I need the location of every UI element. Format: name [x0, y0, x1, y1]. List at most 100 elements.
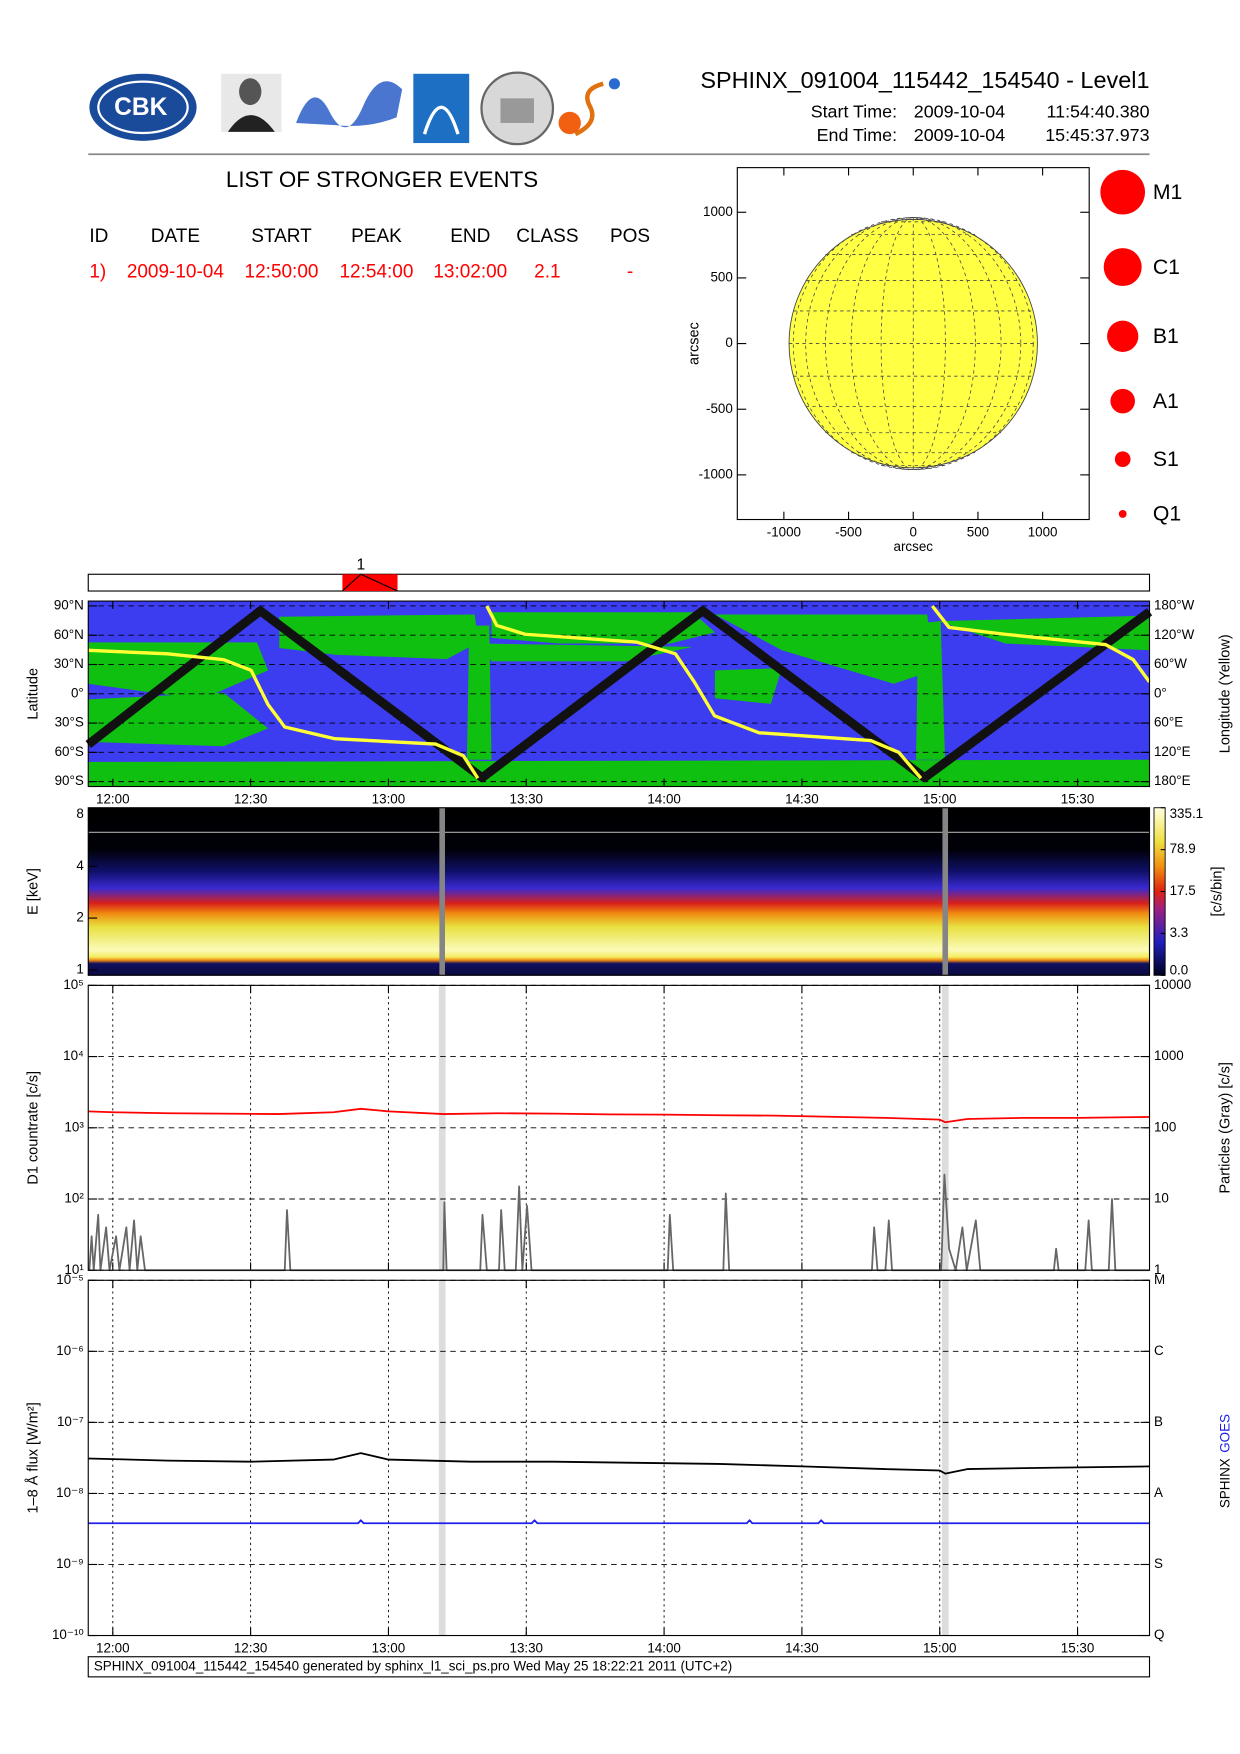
header-title: SPHINX_091004_115442_154540 - Level1 — [700, 67, 1149, 93]
plot-frame — [87, 807, 1151, 976]
y-axis-label: Latitude — [25, 668, 41, 720]
legend-marker — [1107, 320, 1139, 352]
x-tick-label: 12:00 — [96, 1640, 130, 1655]
x-tick-label: 0 — [910, 524, 917, 539]
logo-midn — [296, 81, 403, 128]
event-span — [342, 574, 398, 592]
legend-label: S1 — [1153, 448, 1179, 471]
y-tick-label: 500 — [710, 269, 732, 284]
map-region — [714, 668, 782, 704]
y2-tick-label: 100 — [1154, 1119, 1176, 1134]
logo-cbk — [89, 73, 197, 141]
x-tick-label: -500 — [835, 524, 862, 539]
timeline-frame — [87, 573, 1151, 592]
data-gap — [942, 807, 949, 976]
y-tick-label: 10¹ — [64, 1262, 84, 1277]
series-line — [85, 606, 1153, 783]
colorbar-tick-label: 17.5 — [1170, 883, 1196, 898]
end-date: 2009-10-04 — [914, 125, 1005, 145]
events-cell: - — [627, 262, 633, 283]
data-gap — [941, 1280, 949, 1636]
x-tick-label: -1000 — [767, 524, 801, 539]
y2-tick-label: Q — [1154, 1627, 1164, 1642]
y-tick-label: 0 — [725, 335, 732, 350]
plot-frame — [87, 600, 1151, 788]
x-axis-label: arcsec — [894, 539, 934, 554]
y-tick-label: 8 — [76, 806, 83, 821]
x-tick-label: 12:30 — [234, 1640, 268, 1655]
y-tick-label: 10³ — [64, 1119, 84, 1134]
map-region — [466, 625, 492, 760]
y-tick-label: 1000 — [703, 204, 733, 219]
logo-ring — [97, 80, 189, 135]
y-tick-label: 90°N — [54, 597, 84, 612]
logo-dot — [608, 78, 620, 90]
map-region — [938, 615, 1150, 651]
x-tick-label: 1000 — [1028, 524, 1058, 539]
events-column: END — [450, 226, 490, 247]
legend-label: M1 — [1153, 181, 1182, 204]
y-tick-label: 10⁻⁶ — [56, 1343, 83, 1358]
event-peak — [342, 573, 398, 592]
series-line — [88, 604, 1151, 780]
colorbar-tick-label: 0.0 — [1170, 962, 1189, 977]
y-tick-label: 90°S — [55, 773, 84, 788]
legend-entry: GOES — [1217, 1414, 1232, 1453]
colorbar-tick-label: 78.9 — [1170, 841, 1196, 856]
legend-label: A1 — [1153, 390, 1179, 413]
colorbar-tick-label: 335.1 — [1170, 806, 1204, 821]
logo-seal-building — [500, 98, 534, 123]
x-tick-label: 12:30 — [234, 791, 268, 806]
y2-tick-label: 10000 — [1154, 977, 1191, 992]
legend-label: Q1 — [1153, 503, 1181, 526]
y2-tick-label: C — [1154, 1343, 1164, 1358]
y-axis-label: E [keV] — [25, 868, 41, 915]
data-gap — [439, 807, 445, 976]
y-tick-label: 4 — [76, 858, 84, 873]
y2-tick-label: 10 — [1154, 1191, 1169, 1206]
legend-marker — [1100, 169, 1146, 215]
footer-text: SPHINX_091004_115442_154540 generated by… — [94, 1658, 732, 1673]
logo-text: CBK — [114, 94, 167, 121]
x-tick-label: 13:30 — [510, 1640, 544, 1655]
events-cell: 13:02:00 — [433, 262, 507, 283]
events-column: POS — [610, 226, 650, 247]
y-axis-label: 1–8 Å flux [W/m²] — [24, 1402, 41, 1513]
x-tick-label: 500 — [967, 524, 989, 539]
legend-marker — [1118, 510, 1127, 518]
logo-sun — [558, 111, 581, 135]
x-tick-label: 15:00 — [923, 791, 957, 806]
plot-frame — [87, 984, 1151, 1271]
legend-marker — [1114, 451, 1131, 468]
sun-grid — [789, 217, 1038, 471]
logos: CBK — [89, 71, 620, 146]
logo-portrait-head — [239, 78, 262, 106]
y2-tick-label: 1000 — [1154, 1048, 1184, 1063]
y-tick-label: 10⁻⁵ — [56, 1272, 84, 1287]
y2-tick-label: M — [1154, 1272, 1165, 1287]
events-cell: 1) — [89, 262, 106, 283]
y2-tick-label: 60°E — [1154, 715, 1183, 730]
y-tick-label: 2 — [76, 910, 83, 925]
y-tick-label: 60°N — [54, 627, 84, 642]
y-tick-label: 10⁴ — [63, 1048, 84, 1063]
y-tick-label: 10⁵ — [63, 977, 83, 992]
y-tick-label: 10⁻⁹ — [56, 1556, 84, 1571]
series-line — [88, 1107, 1150, 1124]
x-tick-label: 14:00 — [647, 1640, 681, 1655]
y-tick-label: 1 — [76, 961, 83, 976]
x-tick-label: 13:30 — [510, 791, 544, 806]
y2-tick-label: 120°E — [1154, 744, 1191, 759]
legend-label: C1 — [1153, 256, 1180, 279]
legend-label: B1 — [1153, 325, 1179, 348]
events-cell: 2.1 — [534, 262, 560, 283]
footer-box — [87, 1656, 1151, 1678]
x-tick-label: 12:00 — [96, 791, 130, 806]
end-label: End Time: — [817, 125, 897, 145]
end-time: 15:45:37.973 — [1045, 125, 1149, 145]
events-column: PEAK — [351, 226, 402, 247]
logo-s — [574, 81, 604, 137]
y-tick-label: -500 — [706, 401, 733, 416]
events-column: CLASS — [516, 226, 578, 247]
